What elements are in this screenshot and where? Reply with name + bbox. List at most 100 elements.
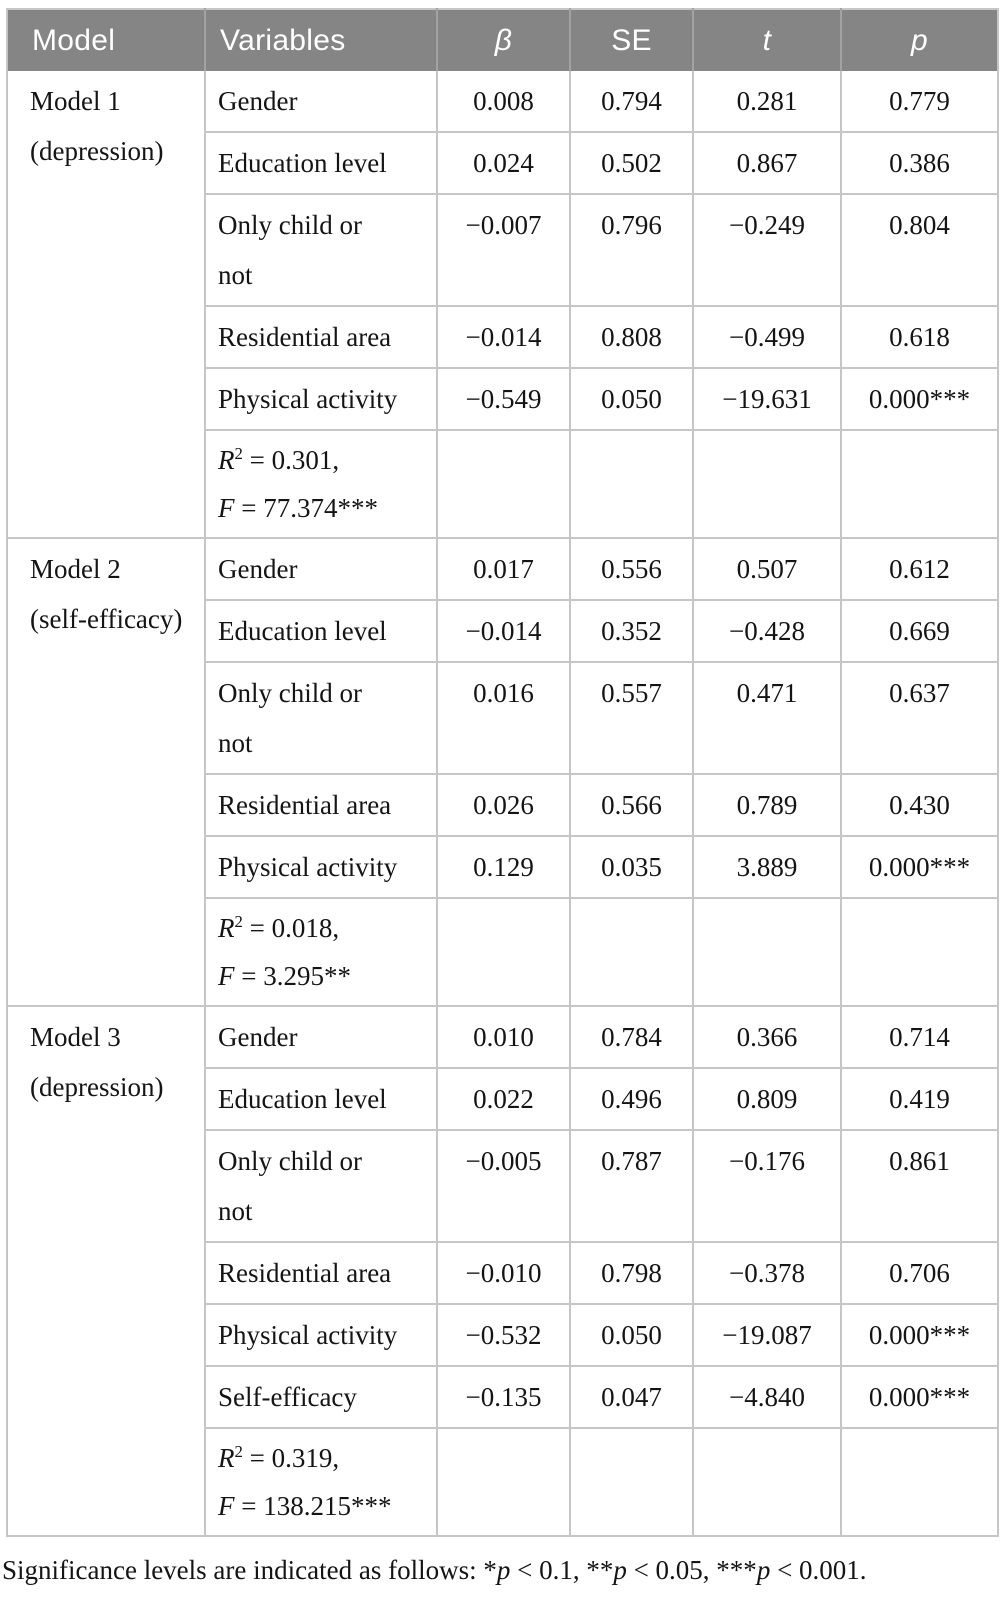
- variable-line: not: [218, 1196, 253, 1226]
- p-value-cell: 0.000***: [840, 1365, 999, 1429]
- variable-cell: Physical activity: [204, 367, 438, 431]
- t-value: −0.249: [729, 210, 805, 240]
- beta-value-cell: 0.026: [436, 773, 571, 837]
- empty-cell: [436, 1427, 571, 1537]
- se-value: 0.798: [601, 1258, 662, 1288]
- se-value-cell: 0.808: [569, 305, 694, 369]
- t-value-cell: −0.428: [692, 599, 842, 663]
- p-value: 0.779: [889, 86, 950, 116]
- header-variables: Variables: [204, 9, 437, 71]
- table-row: Only child or not 0.016 0.557 0.471 0.637: [7, 661, 999, 775]
- variable-cell: Physical activity: [204, 1303, 438, 1367]
- table-body: Model 1 (depression) Gender 0.008 0.794 0.281…: [6, 70, 999, 1537]
- p-value: 0.669: [889, 616, 950, 646]
- table-row: Only child or not −0.007 0.796 −0.249 0.804: [7, 193, 999, 307]
- se-value: 0.035: [601, 852, 662, 882]
- se-value: 0.794: [601, 86, 662, 116]
- t-value: −0.378: [729, 1258, 805, 1288]
- t-value-cell: −0.499: [692, 305, 842, 369]
- table-row: Physical activity 0.129 0.035 3.889 0.000***: [7, 835, 999, 899]
- r-squared-exponent: 2: [234, 444, 243, 463]
- beta-value: −0.005: [465, 1146, 542, 1176]
- variable-cell: Education level: [204, 599, 438, 663]
- beta-value: 0.008: [473, 86, 534, 116]
- se-value-cell: 0.787: [569, 1129, 694, 1243]
- model-name-line: Model 3: [30, 1022, 121, 1052]
- se-value-cell: 0.557: [569, 661, 694, 775]
- se-value: 0.557: [601, 678, 662, 708]
- model-name-line: (self-efficacy): [30, 604, 183, 634]
- se-value-cell: 0.050: [569, 367, 694, 431]
- table-row: Residential area 0.026 0.566 0.789 0.430: [7, 773, 999, 837]
- model-stats-cell: R2 = 0.018, F = 3.295**: [204, 897, 438, 1007]
- regression-table: Model Variables β SE t p Model 1 (depress…: [6, 8, 999, 1537]
- header-t: t: [692, 9, 841, 71]
- p-value-cell: 0.779: [840, 70, 999, 133]
- beta-value: 0.022: [473, 1084, 534, 1114]
- beta-value: −0.014: [465, 322, 542, 352]
- variable-line: Physical activity: [218, 852, 398, 882]
- t-value-cell: 0.281: [692, 70, 842, 133]
- beta-value: −0.135: [465, 1382, 542, 1412]
- se-value: 0.502: [601, 148, 662, 178]
- empty-cell: [569, 429, 694, 539]
- variable-cell: Residential area: [204, 1241, 438, 1305]
- p-value: 0.612: [889, 554, 950, 584]
- variable-cell: Education level: [204, 1067, 438, 1131]
- r-squared-value: = 0.301,: [242, 445, 340, 475]
- beta-value-cell: 0.008: [436, 70, 571, 133]
- variable-cell: Residential area: [204, 305, 438, 369]
- se-value-cell: 0.502: [569, 131, 694, 195]
- r-squared-symbol: R: [218, 913, 235, 943]
- variable-line: Education level: [218, 1084, 387, 1114]
- p-value-cell: 0.618: [840, 305, 999, 369]
- model-stats-cell: R2 = 0.319, F = 138.215***: [204, 1427, 438, 1537]
- variable-line: not: [218, 728, 253, 758]
- f-statistic-line: F = 138.215***: [218, 1482, 426, 1530]
- beta-value: −0.549: [465, 384, 542, 414]
- t-value: −0.428: [729, 616, 805, 646]
- table-row: Model 3 (depression) Gender 0.010 0.784 0.366…: [6, 1005, 999, 1537]
- r-squared-value: = 0.319,: [242, 1443, 340, 1473]
- empty-cell: [436, 897, 571, 1007]
- table-row: Education level −0.014 0.352 −0.428 0.669: [7, 599, 999, 663]
- significance-footnote: Significance levels are indicated as fol…: [2, 1550, 867, 1590]
- se-value-cell: 0.798: [569, 1241, 694, 1305]
- se-value: 0.808: [601, 322, 662, 352]
- p-value-cell: 0.430: [840, 773, 999, 837]
- beta-value-cell: −0.014: [436, 305, 571, 369]
- se-value-cell: 0.794: [569, 70, 694, 133]
- variable-cell: Gender: [204, 537, 438, 601]
- t-value-cell: −0.249: [692, 193, 842, 307]
- se-value: 0.050: [601, 1320, 662, 1350]
- footnote-part: p: [756, 1555, 771, 1585]
- p-value-cell: 0.669: [840, 599, 999, 663]
- variable-cell: Gender: [204, 1005, 438, 1069]
- empty-cell: [569, 897, 694, 1007]
- variable-line: Residential area: [218, 790, 392, 820]
- p-value: 0.386: [889, 148, 950, 178]
- empty-cell: [569, 1427, 694, 1537]
- se-value: 0.556: [601, 554, 662, 584]
- p-value: 0.706: [889, 1258, 950, 1288]
- t-value-cell: 3.889: [692, 835, 842, 899]
- p-value-cell: 0.419: [840, 1067, 999, 1131]
- table-row: Self-efficacy −0.135 0.047 −4.840 0.000***: [7, 1365, 999, 1429]
- variable-line: Gender: [218, 554, 298, 584]
- variable-cell: Gender: [204, 70, 438, 133]
- beta-value-cell: 0.010: [436, 1005, 571, 1069]
- header-se: SE: [569, 9, 693, 71]
- t-value-cell: −0.176: [692, 1129, 842, 1243]
- beta-value-cell: −0.007: [436, 193, 571, 307]
- footnote-part: < 0.05, ***: [626, 1555, 757, 1585]
- se-value: 0.496: [601, 1084, 662, 1114]
- table-row: Model 2 (self-efficacy) Gender 0.017 0.556 0.…: [6, 537, 999, 1007]
- r-squared-line: R2 = 0.319,: [218, 1434, 426, 1482]
- r-squared-value: = 0.018,: [242, 913, 340, 943]
- se-value-cell: 0.566: [569, 773, 694, 837]
- table-row: Only child or not −0.005 0.787 −0.176 0.861: [7, 1129, 999, 1243]
- beta-value: 0.026: [473, 790, 534, 820]
- footnote-part: < 0.1, **: [510, 1555, 614, 1585]
- beta-value-cell: 0.022: [436, 1067, 571, 1131]
